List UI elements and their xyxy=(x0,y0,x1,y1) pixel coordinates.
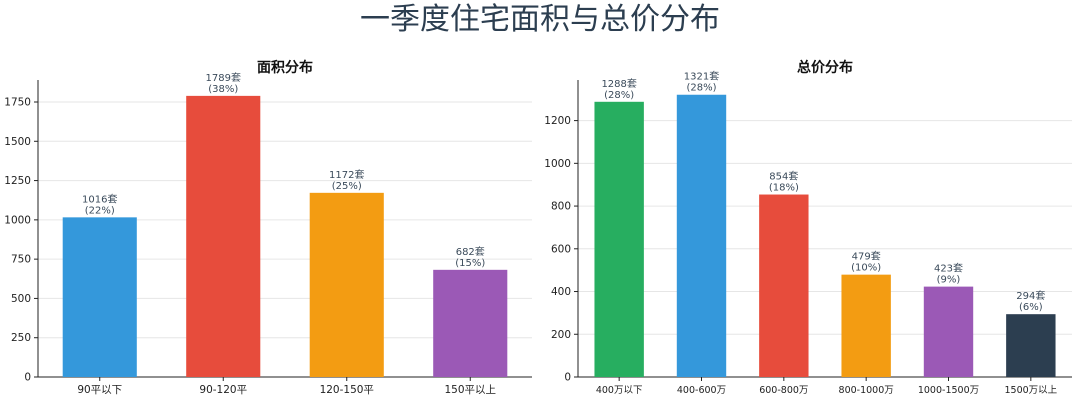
y-tick-label: 400 xyxy=(551,286,571,298)
area-distribution-chart: 面积分布 0 250 500 750 1000 1250 1500 1750 1016套(22%)… xyxy=(4,59,532,396)
bar-percent-label: (10%) xyxy=(851,263,881,274)
y-tick-label: 750 xyxy=(11,254,31,266)
bar-percent-label: (28%) xyxy=(604,90,634,101)
bar-percent-label: (6%) xyxy=(1019,302,1043,313)
bar-count-label: 1172套 xyxy=(329,168,364,181)
y-tick-label: 600 xyxy=(551,243,571,255)
chart-title: 总价分布 xyxy=(797,59,853,76)
bar-percent-label: (9%) xyxy=(937,275,961,286)
y-tick-label: 500 xyxy=(11,293,31,305)
y-tick-label: 1250 xyxy=(4,175,31,187)
x-tick-label: 400万以下 xyxy=(596,385,643,396)
y-tick-label: 1500 xyxy=(4,136,31,148)
bar xyxy=(923,286,974,377)
x-tick-label: 90-120平 xyxy=(199,384,247,396)
bar-count-label: 479套 xyxy=(852,250,881,263)
bar xyxy=(841,274,891,377)
y-tick-label: 200 xyxy=(551,329,571,341)
x-tick-label: 600-800万 xyxy=(759,385,808,396)
x-tick-label: 800-1000万 xyxy=(839,385,894,396)
y-tick-label: 1000 xyxy=(4,214,31,226)
bar-percent-label: (38%) xyxy=(208,84,238,95)
x-tick-label: 120-150平 xyxy=(320,384,374,396)
bar-count-label: 682套 xyxy=(456,245,485,258)
y-tick-label: 250 xyxy=(11,332,31,344)
y-tick-label: 0 xyxy=(24,372,31,384)
y-tick-label: 0 xyxy=(564,372,571,384)
x-tick-label: 400-600万 xyxy=(677,385,726,396)
bar-percent-label: (22%) xyxy=(85,205,115,216)
y-tick-label: 800 xyxy=(551,201,571,213)
bar xyxy=(186,95,261,377)
bar-percent-label: (28%) xyxy=(686,83,716,94)
bar-count-label: 423套 xyxy=(934,262,963,275)
y-tick-label: 1200 xyxy=(544,115,571,127)
x-tick-label: 1000-1500万 xyxy=(918,385,979,396)
bar-percent-label: (25%) xyxy=(332,181,362,192)
bar xyxy=(62,217,137,377)
x-tick-label: 1500万以上 xyxy=(1004,385,1057,396)
main-title: 一季度住宅面积与总价分布 xyxy=(360,2,720,37)
bar xyxy=(309,192,384,377)
bar-count-label: 1016套 xyxy=(82,192,117,205)
bar xyxy=(594,101,644,377)
bar-percent-label: (15%) xyxy=(455,258,485,269)
bar xyxy=(433,269,508,377)
bar-count-label: 1321套 xyxy=(684,70,719,83)
bar xyxy=(676,94,727,377)
bar-count-label: 854套 xyxy=(769,170,798,183)
chart-title: 面积分布 xyxy=(257,59,313,76)
x-tick-label: 150平以上 xyxy=(444,384,496,396)
bar xyxy=(1006,314,1056,377)
bar-count-label: 1288套 xyxy=(601,77,636,90)
y-tick-label: 1000 xyxy=(544,158,571,170)
y-tick-label: 1750 xyxy=(4,97,31,109)
bar-count-label: 1789套 xyxy=(206,71,241,84)
bar xyxy=(759,194,809,377)
price-distribution-chart: 总价分布0200400600800100012001288套(28%)400万以… xyxy=(544,59,1072,396)
x-tick-label: 90平以下 xyxy=(77,384,122,396)
bar-count-label: 294套 xyxy=(1016,289,1045,302)
bar-percent-label: (18%) xyxy=(769,183,799,194)
